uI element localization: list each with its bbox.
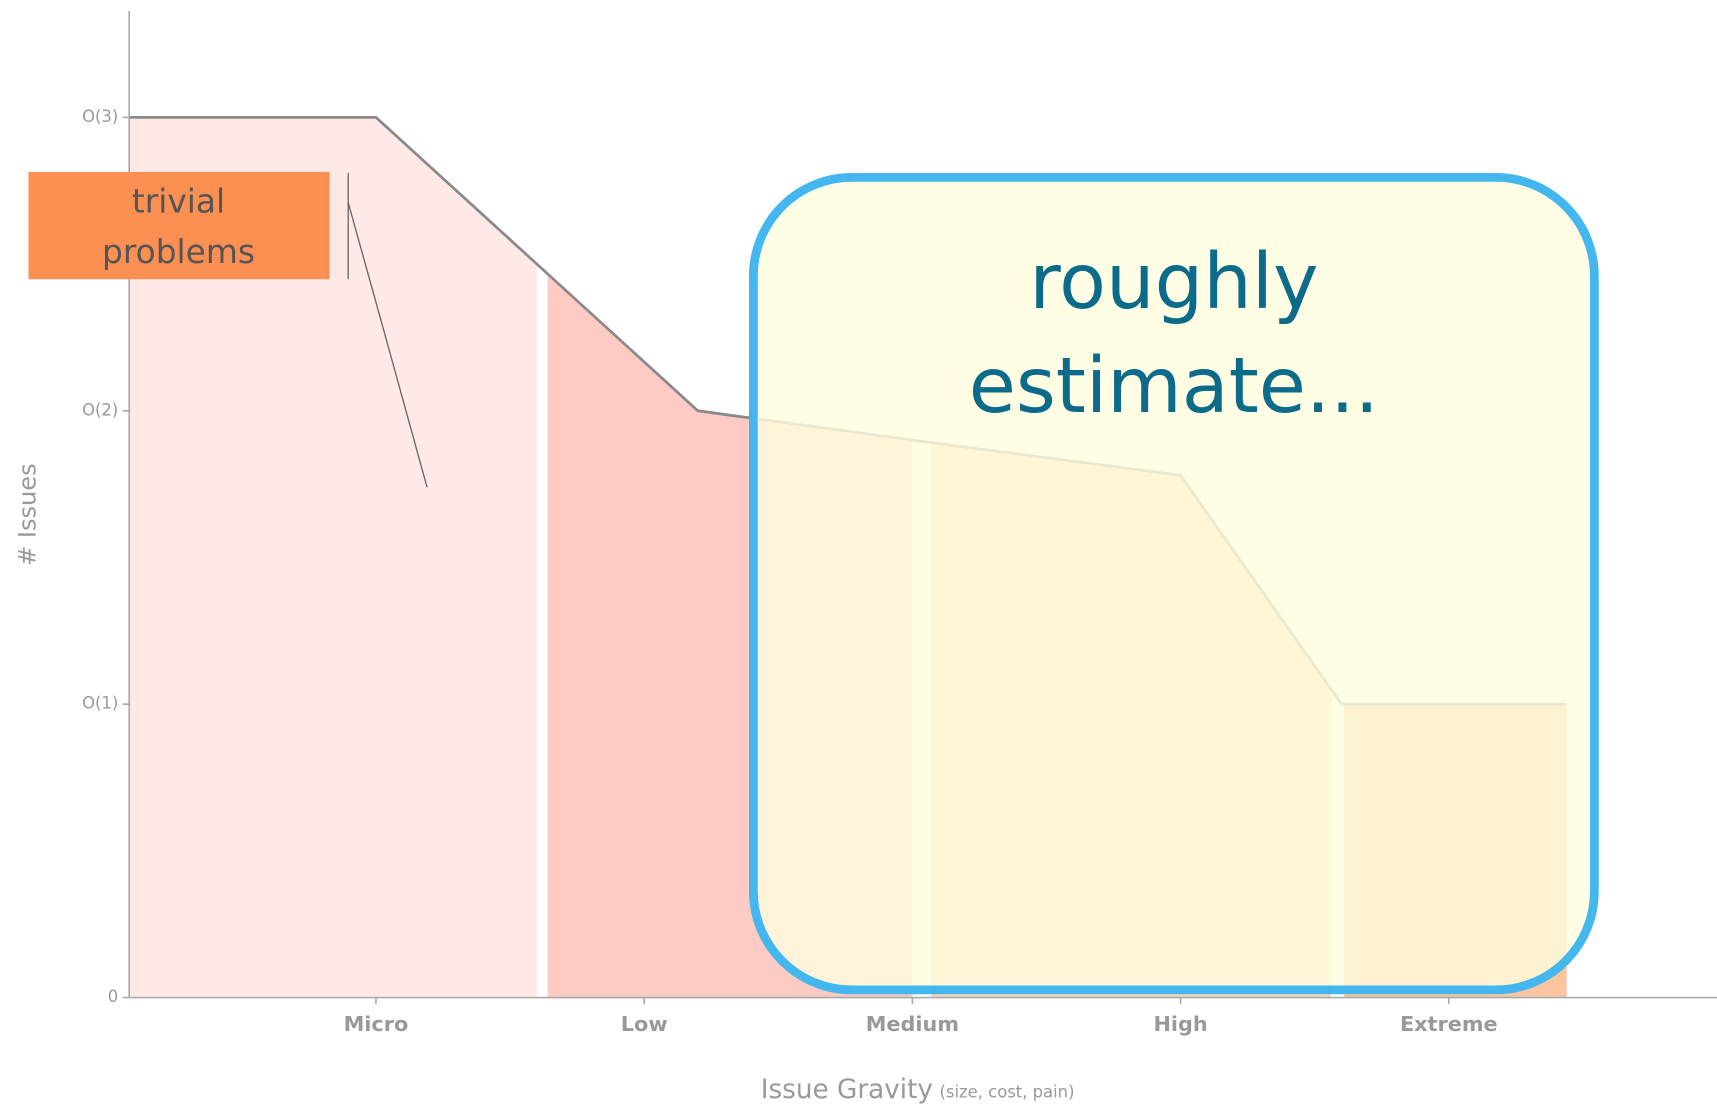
callout-text: estimate... (969, 342, 1379, 431)
y-tick-label: O(2) (82, 400, 118, 419)
band (129, 117, 537, 998)
x-tick-label: Extreme (1400, 1012, 1498, 1036)
x-tick-label: High (1153, 1012, 1207, 1036)
y-tick-label: 0 (108, 987, 118, 1006)
x-axis-label-note: (size, cost, pain) (940, 1082, 1075, 1101)
x-tick-label: Medium (866, 1012, 959, 1036)
callout-box (748, 173, 1599, 995)
y-tick-label: O(1) (82, 694, 118, 713)
annotation-text: trivial problems (102, 182, 255, 270)
y-axis-label: # Issues (13, 463, 41, 566)
y-tick-label: O(3) (82, 107, 118, 126)
x-axis-label: Issue Gravity (761, 1075, 933, 1105)
annotation-box (28, 171, 330, 280)
callout-text: roughly (1029, 238, 1318, 327)
x-tick-label: Low (621, 1012, 668, 1036)
annotation-pointer (347, 202, 428, 488)
x-tick-label: Micro (344, 1012, 409, 1036)
